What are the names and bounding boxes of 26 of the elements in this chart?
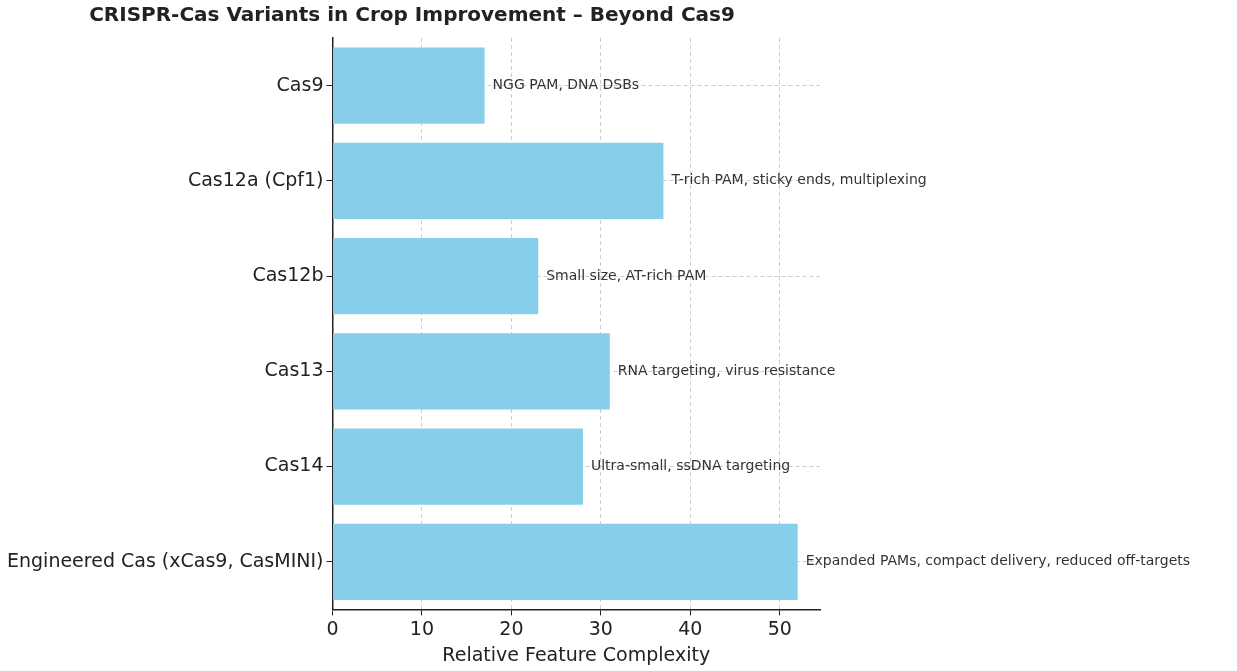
annotation: Ultra-small, ssDNA targeting: [590, 457, 791, 474]
bar: [333, 47, 485, 124]
y-tick-label: Cas9: [276, 72, 324, 95]
x-tick-label: 20: [499, 616, 524, 639]
bar: [333, 333, 610, 410]
annotation: RNA targeting, virus resistance: [617, 361, 836, 378]
bar: [333, 428, 583, 505]
bar: [333, 523, 798, 600]
y-tick-label: Cas12a (Cpf1): [187, 167, 324, 190]
y-tick-label: Cas12b: [252, 263, 324, 286]
y-tick-label: Engineered Cas (xCas9, CasMINI): [6, 548, 324, 571]
y-tick-label: Cas14: [264, 453, 324, 476]
bar: [333, 142, 664, 219]
y-tick-label: Cas13: [264, 358, 324, 381]
x-tick-label: 0: [326, 616, 339, 639]
bar: [333, 237, 539, 315]
x-tick-label: 40: [678, 616, 703, 639]
x-axis-title: Relative Feature Complexity: [442, 642, 711, 665]
annotation: Expanded PAMs, compact delivery, reduced off-targets: [805, 552, 1191, 569]
x-tick-label: 50: [767, 616, 792, 639]
x-tick-label: 10: [409, 616, 435, 639]
annotation: Small size, AT-rich PAM: [546, 266, 707, 283]
annotation: NGG PAM, DNA DSBs: [492, 76, 640, 93]
annotation: T-rich PAM, sticky ends, multiplexing: [670, 171, 927, 188]
x-tick-label: 30: [588, 616, 613, 639]
chart-title: CRISPR-Cas Variants in Crop Improvement – Beyond Cas9: [89, 2, 735, 27]
